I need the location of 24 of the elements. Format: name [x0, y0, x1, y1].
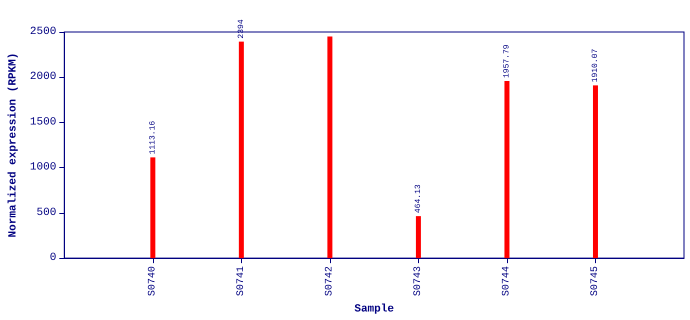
y-axis-title: Normalized expression (RPKM) — [8, 52, 20, 238]
bar — [504, 81, 510, 258]
y-tick-label: 500 — [36, 206, 56, 219]
x-tick-label: S0743 — [412, 266, 424, 296]
bar — [238, 42, 244, 258]
x-tick-label: S0745 — [590, 266, 601, 296]
bar — [592, 85, 598, 258]
bar — [327, 36, 332, 258]
x-tick-label: S0744 — [501, 266, 512, 296]
data-label: 464.13 — [414, 184, 423, 214]
data-label: 1113.16 — [148, 120, 158, 154]
y-tick-label: 0 — [50, 252, 56, 264]
x-tick-label: S0741 — [236, 266, 247, 296]
y-tick-label: 2000 — [30, 71, 56, 84]
x-tick-label: S0742 — [324, 266, 336, 296]
data-label: 1957.79 — [502, 44, 512, 78]
y-tick-label: 1000 — [30, 162, 56, 174]
data-label: 1910.07 — [590, 48, 600, 82]
y-tick-label: 1500 — [30, 116, 56, 128]
y-tick-label: 2500 — [30, 26, 56, 38]
x-axis-title: Sample — [354, 304, 394, 316]
bar — [150, 157, 156, 258]
x-tick-label: S0740 — [147, 266, 158, 296]
bar — [416, 216, 421, 258]
